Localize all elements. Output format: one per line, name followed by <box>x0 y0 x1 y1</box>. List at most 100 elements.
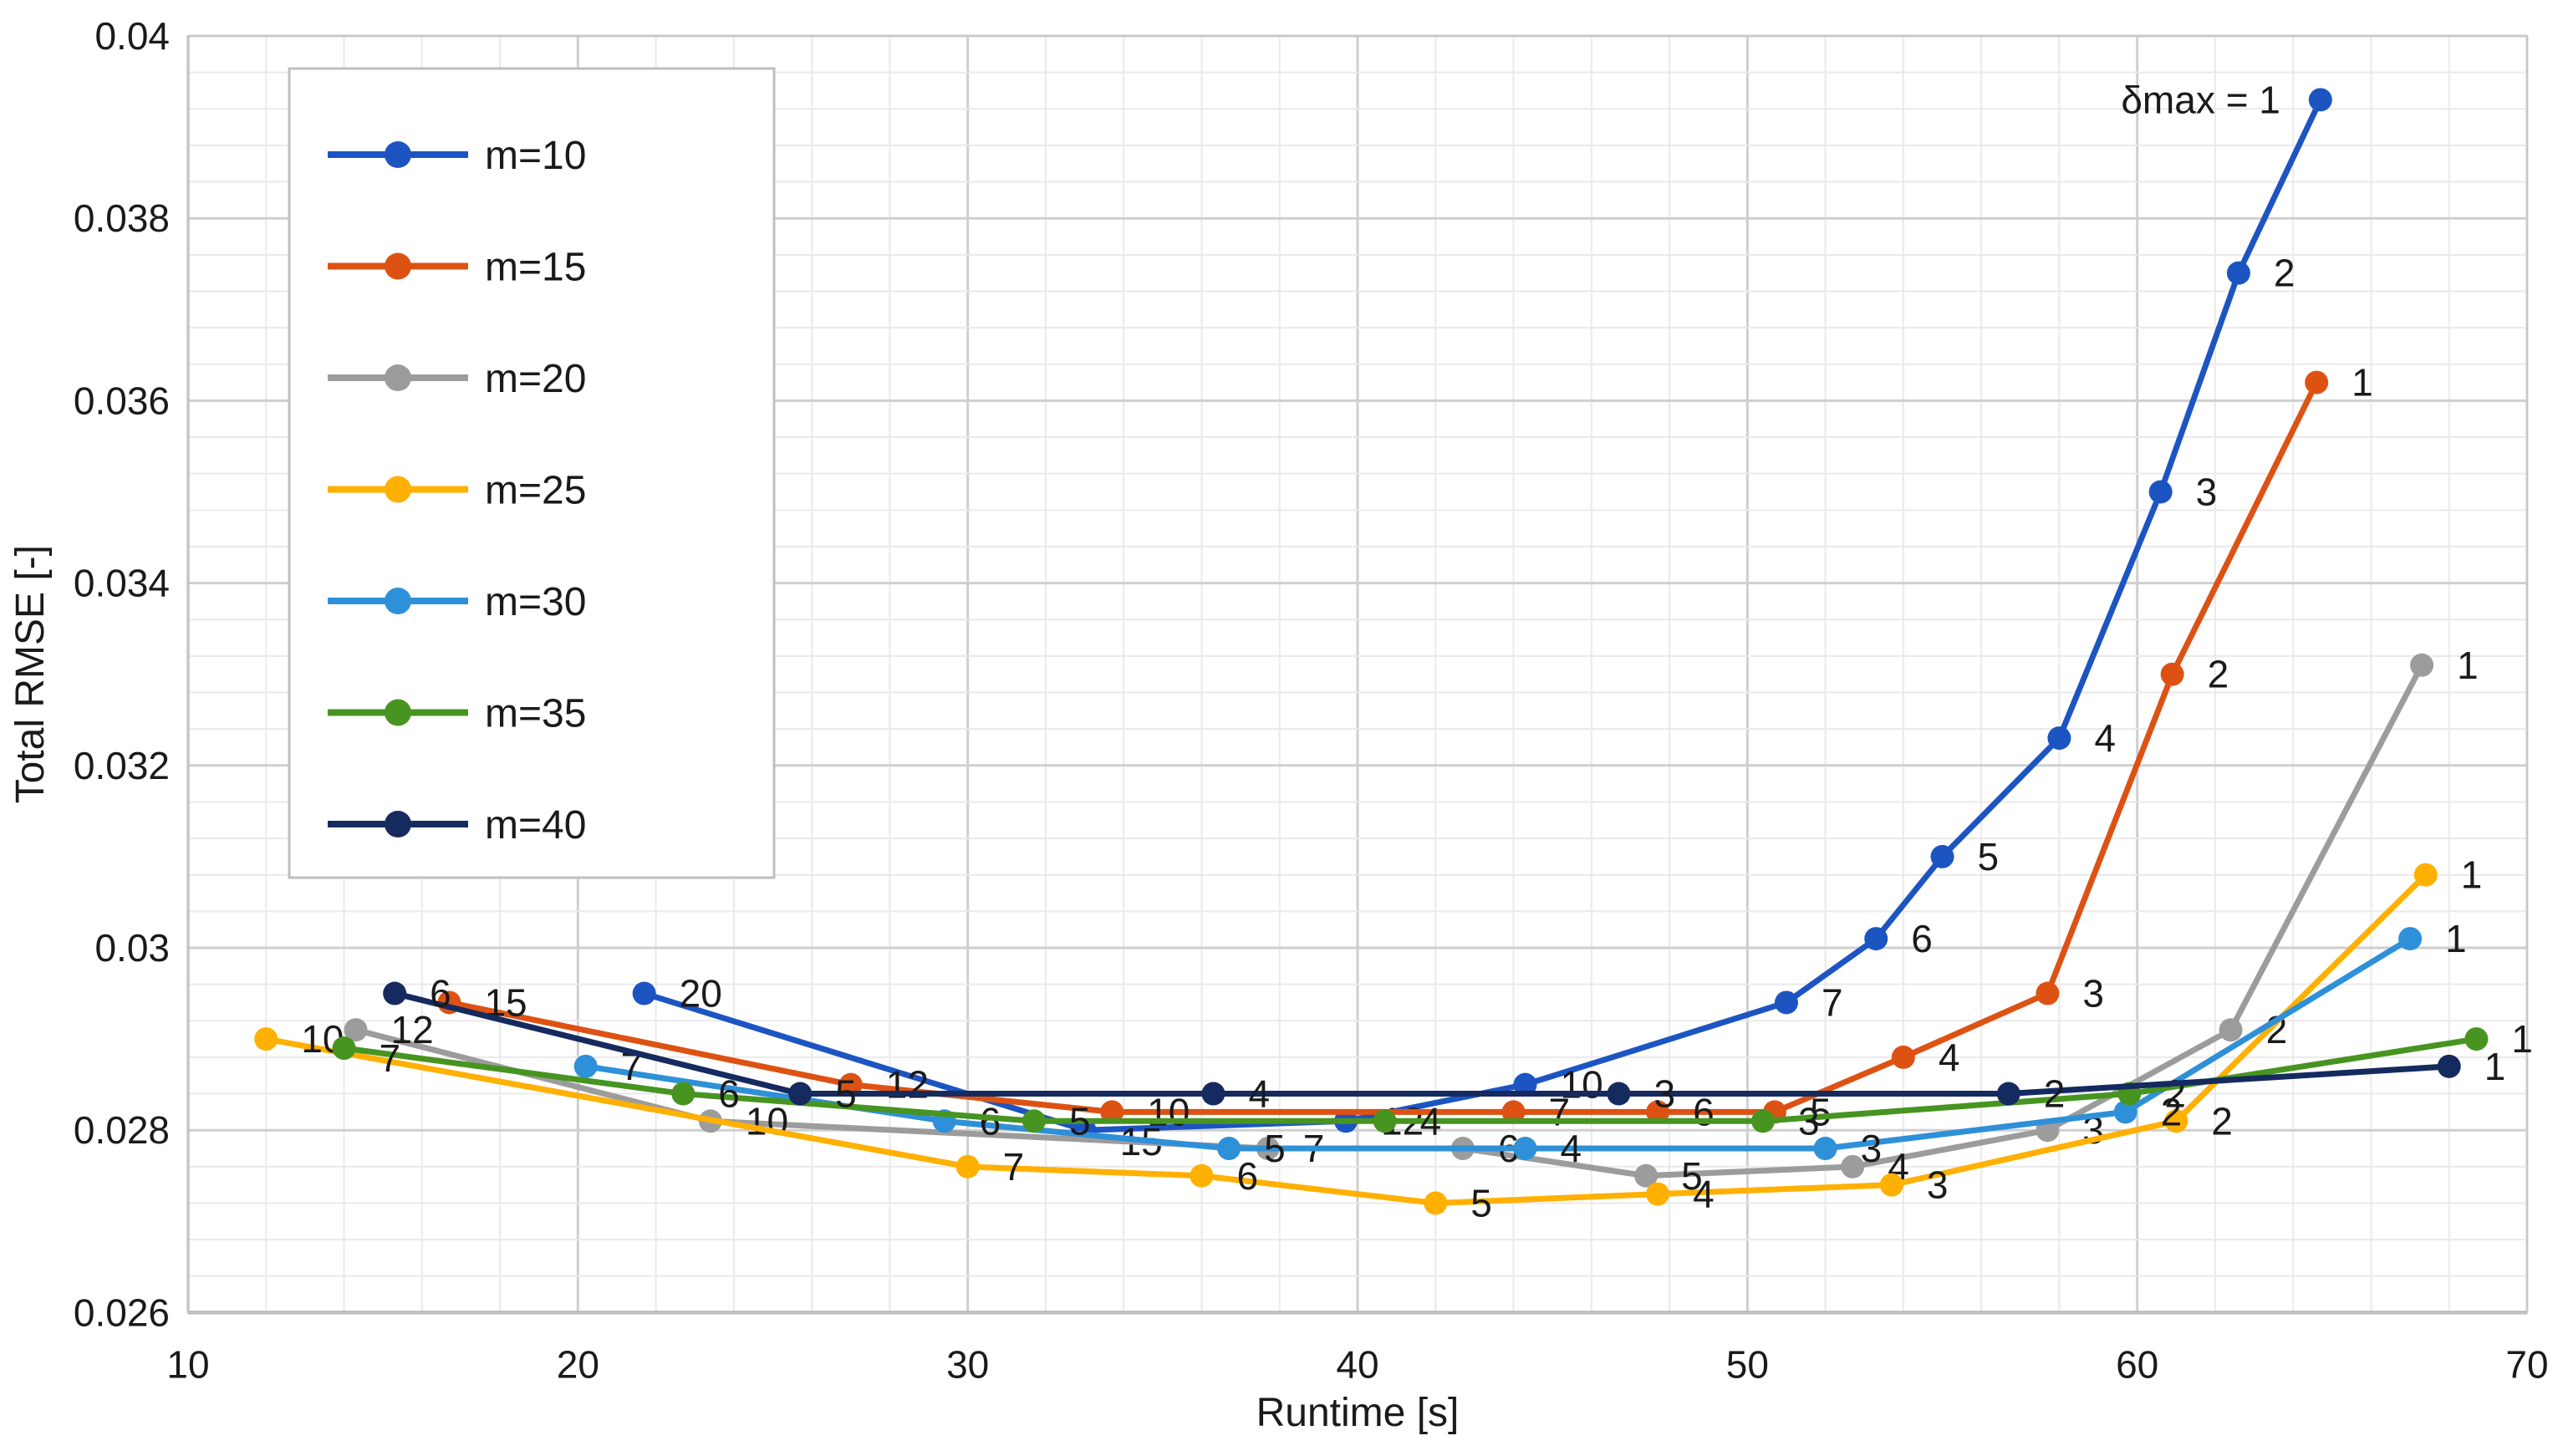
data-point <box>344 1018 368 1042</box>
data-point-label: 2 <box>2208 653 2229 696</box>
y-tick-label: 0.034 <box>74 562 170 605</box>
data-point <box>1513 1137 1537 1161</box>
y-tick-label: 0.03 <box>94 926 170 970</box>
legend-item-m=40: m=40 <box>328 803 586 848</box>
legend-item-m=35: m=35 <box>328 692 586 736</box>
data-point <box>573 1054 598 1078</box>
data-point-label: 4 <box>1561 1127 1582 1170</box>
series-m=30: 7 6 5 4 3 2 1 <box>573 917 2467 1170</box>
data-point-label: 4 <box>1939 1036 1960 1079</box>
data-point <box>1864 927 1888 951</box>
legend-marker-dot <box>385 699 411 726</box>
data-point-label: 1 <box>2461 853 2483 897</box>
series-line <box>265 873 2428 1206</box>
legend-label: m=35 <box>485 692 586 736</box>
legend-label: m=15 <box>485 246 586 290</box>
data-point-label: 5 <box>1470 1181 1492 1224</box>
data-point-label: 5 <box>1264 1127 1286 1170</box>
data-point-label: 10 <box>1561 1063 1603 1107</box>
data-point-label: 1 <box>2511 1017 2533 1061</box>
data-point-label: 4 <box>2094 716 2116 760</box>
legend-item-m=25: m=25 <box>328 469 586 513</box>
data-point <box>254 1027 278 1051</box>
legend-item-m=30: m=30 <box>328 580 586 624</box>
data-point <box>2305 370 2329 395</box>
axis-tick-labels: 10 20 30 40 50 60 70 0.026 0.028 0.03 0.032 0.034 0.… <box>74 14 2549 1386</box>
data-point-label: 10 <box>746 1099 788 1143</box>
data-point <box>788 1082 813 1106</box>
data-point-label: 10 <box>1147 1090 1190 1133</box>
y-tick-label: 0.026 <box>74 1291 170 1334</box>
data-point <box>2398 927 2423 951</box>
legend-marker-dot <box>385 252 411 280</box>
data-point-label: 3 <box>2082 972 2104 1016</box>
legend-box <box>288 67 776 879</box>
data-point <box>1424 1191 1448 1215</box>
data-point <box>1879 1173 1903 1197</box>
legend-label: m=10 <box>485 134 586 178</box>
data-point <box>2413 863 2438 887</box>
data-point-label: 3 <box>1927 1163 1949 1207</box>
data-point <box>1646 1100 1670 1124</box>
data-point-label: 7 <box>380 1036 401 1080</box>
data-point <box>2410 653 2434 677</box>
y-tick-label: 0.028 <box>74 1108 170 1152</box>
legend-item-m=10: m=10 <box>328 134 586 178</box>
data-point <box>1750 1109 1775 1133</box>
data-point-label: 7 <box>1822 980 1843 1024</box>
data-point-label: 2 <box>2164 1072 2186 1116</box>
data-point <box>1774 990 1798 1015</box>
data-point-label: δmax = 1 <box>2121 78 2280 121</box>
data-point-label: 6 <box>1911 917 1933 960</box>
data-point <box>1501 1100 1526 1124</box>
y-tick-label: 0.038 <box>74 196 170 240</box>
data-point-label: 6 <box>1236 1154 1258 1198</box>
data-point <box>383 981 407 1005</box>
data-point <box>1930 844 1954 868</box>
series-line <box>394 990 2449 1097</box>
y-tick-label: 0.032 <box>74 744 170 787</box>
data-point-label: 2 <box>2274 252 2295 295</box>
y-tick-label: 0.036 <box>74 379 170 422</box>
data-point-label: 5 <box>1978 835 2000 878</box>
series-line <box>448 381 2320 1115</box>
legend-label: m=40 <box>485 803 586 848</box>
data-point-label: 1 <box>2445 917 2467 960</box>
data-point-label: 3 <box>1861 1127 1883 1170</box>
data-point <box>2464 1027 2489 1051</box>
data-point-label: 2 <box>2161 1090 2183 1133</box>
data-point-label: 5 <box>835 1072 857 1116</box>
data-point <box>1100 1100 1124 1124</box>
data-point <box>2148 480 2173 504</box>
y-tick-label: 0.04 <box>94 14 170 58</box>
data-point <box>2113 1100 2138 1124</box>
data-point <box>1022 1109 1046 1133</box>
legend-label: m=25 <box>485 469 586 513</box>
data-point <box>1891 1045 1915 1069</box>
data-point-label: 6 <box>430 972 451 1016</box>
x-tick-label: 60 <box>2116 1342 2158 1386</box>
data-point <box>2164 1109 2188 1133</box>
data-point <box>1841 1154 1865 1179</box>
data-point-label: 5 <box>1069 1099 1091 1143</box>
x-axis-title: Runtime [s] <box>1256 1391 1460 1435</box>
data-point-label: 3 <box>2196 471 2218 514</box>
data-point-label: 1 <box>2484 1045 2506 1088</box>
data-point-label: 7 <box>1549 1090 1571 1133</box>
data-point-label: 5 <box>1810 1090 1832 1133</box>
legend-marker-dot <box>385 141 411 168</box>
legend-label: m=20 <box>485 357 586 401</box>
data-point <box>671 1082 696 1106</box>
data-point-label: 1 <box>2457 644 2479 687</box>
legend-item-m=15: m=15 <box>328 246 586 290</box>
legend: m=10 m=15 m=20 m=25 m=30 m=35 m=40 <box>288 67 776 879</box>
data-point <box>1513 1072 1537 1097</box>
data-point-label: 20 <box>680 972 722 1016</box>
y-axis-title: Total RMSE [-] <box>8 545 53 803</box>
legend-marker-dot <box>385 588 411 614</box>
data-point <box>332 1036 356 1061</box>
legend-item-m=20: m=20 <box>328 357 586 401</box>
data-point-label: 12 <box>391 1008 434 1051</box>
